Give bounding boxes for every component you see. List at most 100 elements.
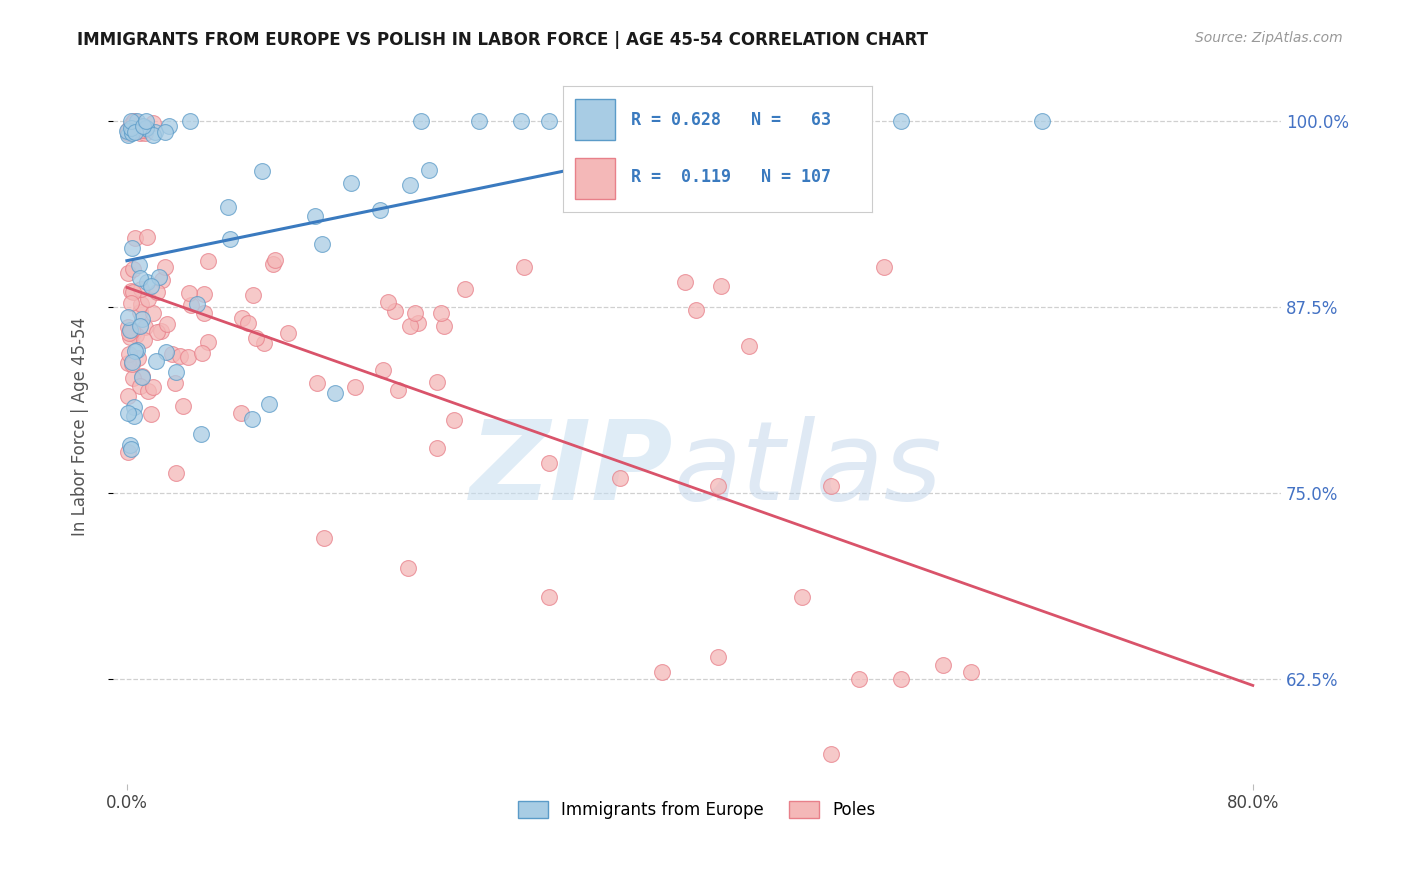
Point [120,124,142,138]
Point [169,349,191,363]
Point [117,356,139,370]
Text: ZIP: ZIP [470,416,673,523]
Point [820,747,842,761]
Point [117,310,139,324]
Point [121,262,143,277]
Point [124,230,146,244]
Point [136,292,159,306]
Point [146,325,169,339]
Point [186,297,208,311]
Point [245,331,267,345]
Point [153,260,176,274]
Text: atlas: atlas [673,416,942,523]
Point [238,316,260,330]
Point [134,126,156,140]
Point [180,298,202,312]
Point [118,329,141,343]
Point [121,115,143,129]
Point [538,591,561,605]
Point [253,335,276,350]
Point [121,357,143,371]
Point [135,121,157,136]
Point [304,209,326,223]
Point [120,296,142,310]
Point [707,113,730,128]
Point [131,368,153,383]
Point [135,276,157,290]
Point [242,288,264,302]
Point [129,297,152,311]
Point [117,266,139,280]
Point [128,271,150,285]
Point [117,126,139,140]
Point [124,343,146,358]
Point [197,254,219,268]
Point [609,471,631,485]
Point [217,200,239,214]
Point [122,285,145,299]
Point [129,282,152,296]
Point [454,282,477,296]
Point [371,363,394,377]
Point [117,319,139,334]
Point [136,229,159,244]
Point [387,383,409,397]
Point [426,375,449,389]
Point [250,163,273,178]
Point [163,376,186,390]
Point [128,126,150,140]
Point [229,406,252,420]
Point [707,650,730,665]
Point [156,318,179,332]
Point [121,323,143,337]
Point [125,327,148,342]
Point [738,338,761,352]
Point [120,442,142,456]
Point [129,305,152,319]
Point [377,294,399,309]
Point [820,479,842,493]
Point [264,253,287,268]
Text: IMMIGRANTS FROM EUROPE VS POLISH IN LABOR FORCE | AGE 45-54 CORRELATION CHART: IMMIGRANTS FROM EUROPE VS POLISH IN LABO… [77,31,928,49]
Point [404,306,426,320]
Point [873,260,896,274]
Text: Source: ZipAtlas.com: Source: ZipAtlas.com [1195,31,1343,45]
Point [120,118,142,132]
Point [145,354,167,368]
Point [142,305,165,319]
Point [197,335,219,350]
Point [172,400,194,414]
Point [430,305,453,319]
Point [117,389,139,403]
Point [142,128,165,142]
Point [120,285,142,299]
Point [707,479,730,493]
Point [157,120,180,134]
Point [960,665,983,679]
Point [165,466,187,480]
Point [143,125,166,139]
Point [242,411,264,425]
Point [117,444,139,458]
Point [120,323,142,337]
Point [120,121,142,136]
Point [219,231,242,245]
Point [127,351,149,365]
Point [538,456,561,470]
Point [131,119,153,133]
Point [118,326,141,340]
Point [118,347,141,361]
Point [118,324,141,338]
Point [193,306,215,320]
Point [142,380,165,394]
Point [932,657,955,672]
Point [124,125,146,139]
Point [179,114,201,128]
Point [307,376,329,391]
Point [124,113,146,128]
Point [118,438,141,452]
Point [343,380,366,394]
Point [150,273,173,287]
Point [122,400,145,414]
Point [134,333,156,347]
